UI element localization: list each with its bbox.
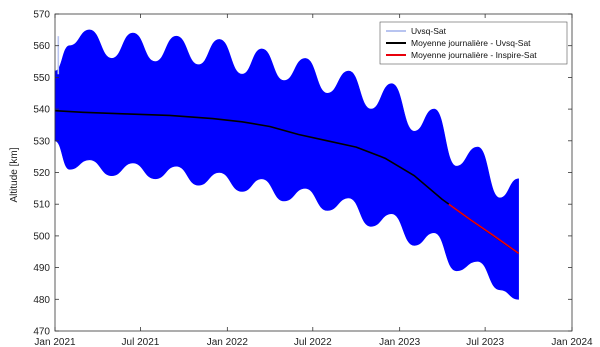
y-tick-label: 500 [33, 231, 50, 242]
series-band-0 [54, 29, 519, 300]
x-tick-label: Jan 2022 [207, 337, 249, 347]
x-tick-label: Jan 2021 [34, 337, 76, 347]
legend-entry-label: Moyenne journalière - Uvsq-Sat [411, 38, 531, 48]
legend-entry-label: Moyenne journalière - Inspire-Sat [411, 50, 537, 60]
x-tick-label: Jul 2021 [122, 337, 160, 347]
x-tick-label: Jul 2022 [294, 337, 332, 347]
y-tick-label: 490 [33, 263, 50, 274]
y-tick-label: 510 [33, 200, 50, 211]
legend-box [379, 21, 568, 65]
x-tick-label: Jul 2023 [466, 337, 504, 347]
y-tick-label: 480 [33, 295, 50, 306]
series-line-2 [448, 203, 520, 254]
plot-area [54, 29, 520, 300]
y-axis-title: Altitude [km] [9, 147, 20, 202]
y-tick-label: 520 [33, 168, 50, 179]
x-tick-label: Jan 2024 [551, 337, 593, 347]
y-tick-label: 560 [33, 41, 50, 52]
y-tick-label: 570 [33, 10, 50, 21]
legend: Uvsq-Sat Moyenne journalière - Uvsq-Sat Mo… [379, 21, 568, 65]
y-tick-label: 550 [33, 73, 50, 84]
y-tick-label: 530 [33, 136, 50, 147]
x-tick-label: Jan 2023 [379, 337, 421, 347]
y-tick-label: 470 [33, 327, 50, 338]
legend-entry-label: Uvsq-Sat [411, 26, 447, 36]
y-tick-label: 540 [33, 105, 50, 116]
plot-frame [54, 13, 573, 332]
series-line-1 [54, 109, 520, 254]
y-axis: 470 480 490 500 510 520 530 540 550 560 570 [33, 10, 572, 338]
